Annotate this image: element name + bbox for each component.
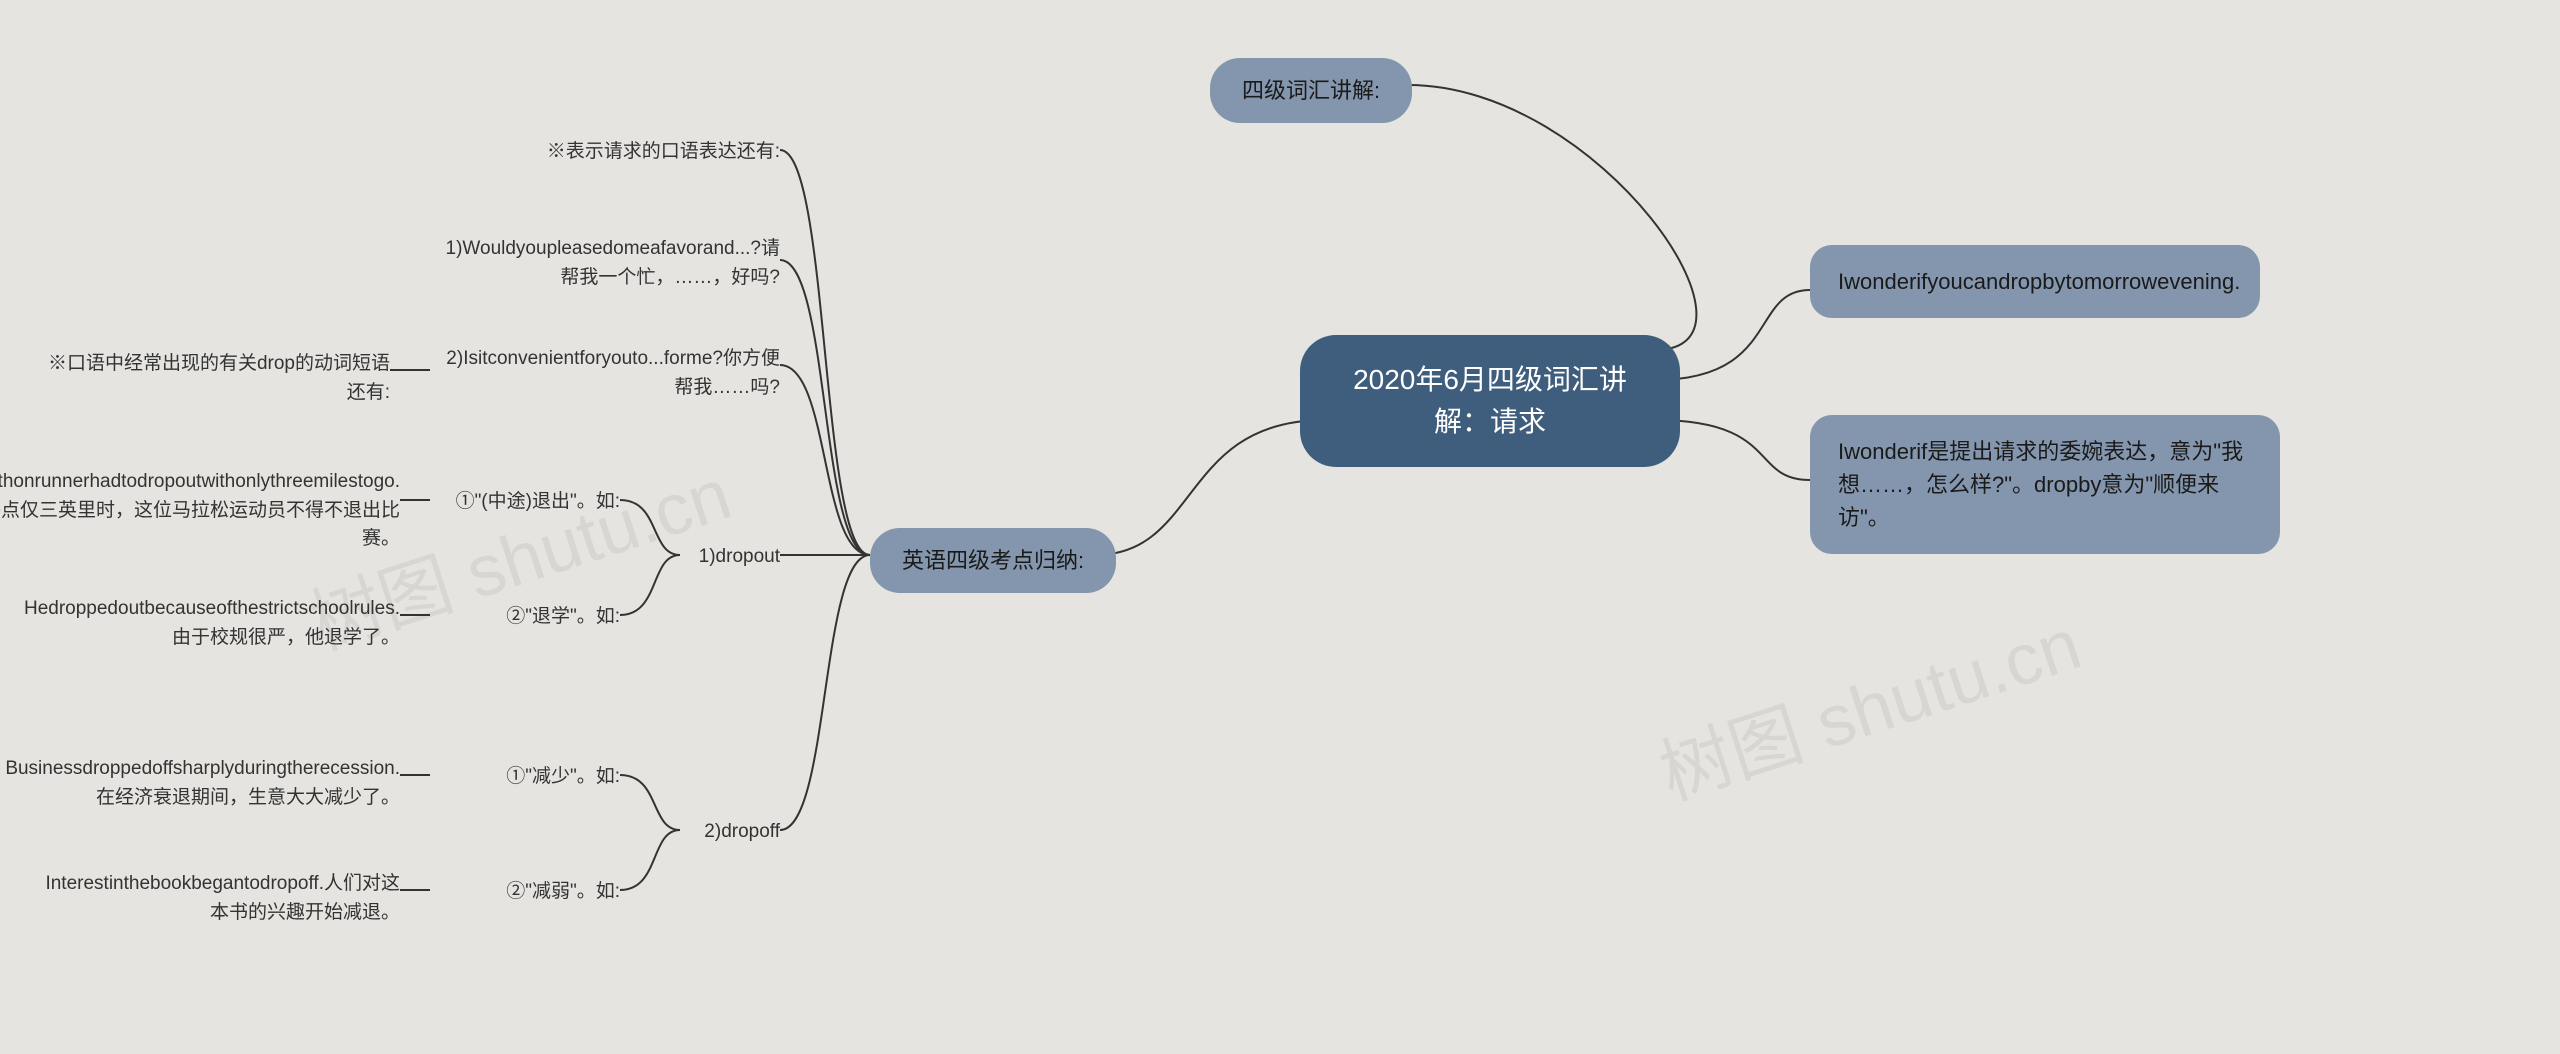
info-r3[interactable]: Iwonderif是提出请求的委婉表达，意为"我想……，怎么样?"。dropby… <box>1810 415 2280 554</box>
info-label: Iwonderif是提出请求的委婉表达，意为"我想……，怎么样?"。dropby… <box>1838 435 2252 534</box>
branch-label: 英语四级考点归纳: <box>902 544 1084 577</box>
root-label: 2020年6月四级词汇讲解：请求 <box>1340 359 1640 443</box>
leaf-l4b: ②"退学"。如: <box>430 603 620 632</box>
watermark: 树图 shutu.cn <box>1644 585 2091 820</box>
info-label: Iwonderifyoucandropbytomorrowevening. <box>1838 265 2240 298</box>
branch-label: 四级词汇讲解: <box>1242 74 1380 107</box>
leaf-l5a1: Businessdroppedoffsharplyduringtherecess… <box>40 755 400 812</box>
leaf-l4b1: Hedroppedoutbecauseofthestrictschoolrule… <box>40 595 400 652</box>
leaf-l2: 1)Wouldyoupleasedomeafavorand...?请帮我一个忙，… <box>430 235 780 292</box>
leaf-l5: 2)dropoff <box>680 818 780 847</box>
info-r2[interactable]: Iwonderifyoucandropbytomorrowevening. <box>1810 245 2260 318</box>
leaf-l4a1: Themarathonrunnerhadtodropoutwithonlythr… <box>40 468 400 554</box>
leaf-l5b: ②"减弱"。如: <box>430 878 620 907</box>
leaf-l3a: ※口语中经常出现的有关drop的动词短语还有: <box>40 350 390 407</box>
branch-r1[interactable]: 四级词汇讲解: <box>1210 58 1412 123</box>
mindmap-root[interactable]: 2020年6月四级词汇讲解：请求 <box>1300 335 1680 467</box>
leaf-l5b1: Interestinthebookbegantodropoff.人们对这本书的兴… <box>40 870 400 927</box>
leaf-l4: 1)dropout <box>680 543 780 572</box>
leaf-l1: ※表示请求的口语表达还有: <box>430 138 780 167</box>
branch-left[interactable]: 英语四级考点归纳: <box>870 528 1116 593</box>
leaf-l5a: ①"减少"。如: <box>430 763 620 792</box>
leaf-l3: 2)Isitconvenientforyouto...forme?你方便帮我……… <box>430 345 780 402</box>
leaf-l4a: ①"(中途)退出"。如: <box>430 488 620 517</box>
